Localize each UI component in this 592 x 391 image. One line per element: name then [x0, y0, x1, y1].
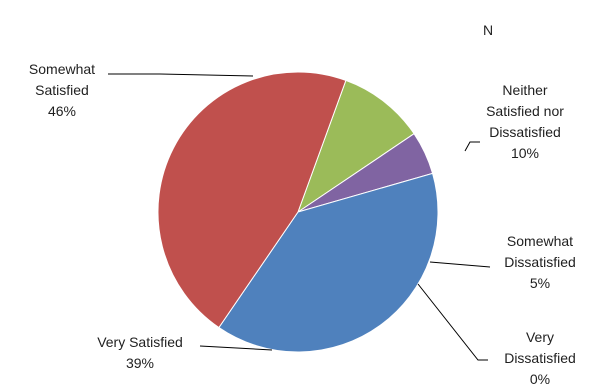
labels-layer: Neither Satisfied nor Dissatisfied 10% Somew…: [29, 61, 576, 387]
slices-layer: [157, 71, 439, 353]
slice-category-label: Somewhat: [507, 233, 573, 249]
slice-category-label: Very Satisfied: [97, 334, 183, 350]
slice-category-label: Dissatisfied: [504, 350, 576, 366]
slice-category-label: Neither: [502, 82, 547, 98]
slice-percent-label: 46%: [48, 103, 76, 119]
slice-category-label: Somewhat: [29, 61, 95, 77]
slice-category-label: Very: [526, 329, 554, 345]
leader-line: [417, 283, 488, 361]
leader-line: [108, 73, 254, 77]
pie-slice: [157, 71, 347, 329]
slice-percent-label: 39%: [126, 355, 154, 371]
slice-percent-label: 5%: [530, 275, 550, 291]
leader-line: [464, 141, 480, 152]
slice-category-label: Dissatisfied: [504, 254, 576, 270]
slice-percent-label: 10%: [511, 145, 539, 161]
slice-category-label: Satisfied nor: [486, 103, 564, 119]
leader-lines-layer: [108, 73, 491, 361]
pie-slice: [218, 172, 439, 353]
slice-category-label: Satisfied: [35, 82, 89, 98]
leader-line: [199, 345, 273, 351]
leader-line: [429, 261, 491, 268]
chart-title: N: [483, 22, 493, 38]
pie-slice: [297, 79, 415, 214]
slice-category-label: Dissatisfied: [489, 124, 561, 140]
slice-percent-label: 0%: [530, 371, 550, 387]
